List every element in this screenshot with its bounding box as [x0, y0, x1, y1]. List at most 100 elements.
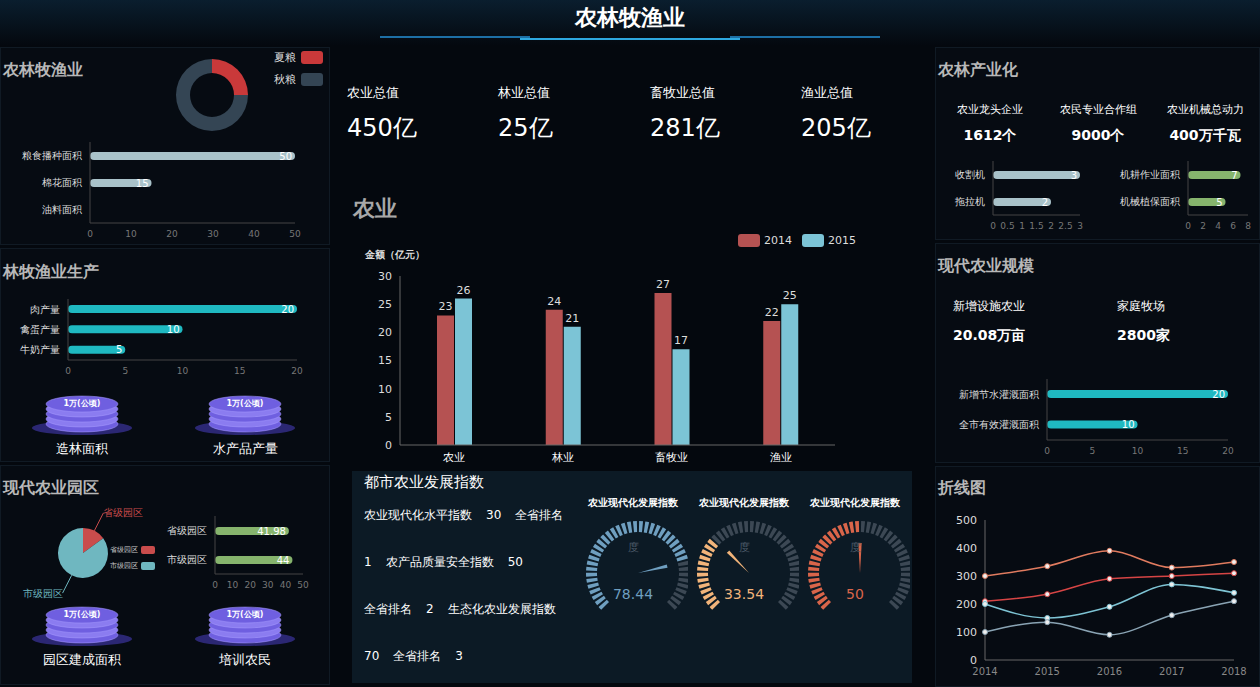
svg-text:10: 10 — [227, 580, 239, 590]
svg-text:省级园区: 省级园区 — [167, 525, 207, 536]
svg-text:41.98: 41.98 — [257, 526, 286, 537]
svg-text:30: 30 — [207, 229, 219, 239]
html-text:25亿: 25亿 — [498, 114, 553, 142]
svg-text:2: 2 — [1048, 221, 1054, 231]
svg-text:2.5: 2.5 — [1058, 221, 1072, 231]
svg-text:5: 5 — [1089, 446, 1095, 456]
svg-text:0: 0 — [65, 366, 71, 376]
svg-text:50: 50 — [289, 229, 301, 239]
svg-text:8: 8 — [1245, 221, 1251, 231]
svg-text:50: 50 — [279, 151, 292, 162]
svg-text:粮食播种面积: 粮食播种面积 — [22, 150, 82, 161]
svg-text:21: 21 — [565, 312, 579, 325]
svg-text:0: 0 — [212, 580, 218, 590]
svg-text:0: 0 — [385, 439, 392, 452]
svg-text:40: 40 — [280, 580, 292, 590]
svg-text:油料面积: 油料面积 — [42, 204, 82, 215]
svg-text:2015: 2015 — [1035, 666, 1060, 677]
svg-text:500: 500 — [956, 514, 977, 527]
svg-text:15: 15 — [378, 354, 392, 367]
svg-text:10: 10 — [167, 324, 180, 335]
svg-text:收割机: 收割机 — [955, 169, 985, 180]
html-text:281亿: 281亿 — [650, 114, 720, 142]
svg-text:0: 0 — [1044, 446, 1050, 456]
svg-text:5: 5 — [116, 344, 122, 355]
svg-text:2014: 2014 — [972, 666, 997, 677]
svg-text:6: 6 — [1230, 221, 1236, 231]
svg-text:2: 2 — [1042, 197, 1048, 208]
svg-text:1万(公顷): 1万(公顷) — [64, 610, 101, 619]
svg-text:市级园区: 市级园区 — [167, 554, 207, 565]
svg-text:渔业: 渔业 — [770, 451, 792, 464]
svg-text:2016: 2016 — [1097, 666, 1122, 677]
svg-text:拖拉机: 拖拉机 — [954, 196, 985, 207]
svg-text:禽蛋产量: 禽蛋产量 — [20, 324, 60, 335]
svg-text:10: 10 — [1122, 419, 1135, 430]
svg-text:新增节水灌溉面积: 新增节水灌溉面积 — [959, 389, 1039, 400]
svg-text:40: 40 — [248, 229, 260, 239]
svg-text:15: 15 — [1177, 446, 1188, 456]
svg-text:300: 300 — [956, 570, 977, 583]
svg-text:20: 20 — [281, 304, 294, 315]
svg-text:22: 22 — [765, 306, 779, 319]
svg-text:15: 15 — [136, 178, 149, 189]
svg-text:畜牧业: 畜牧业 — [655, 451, 688, 464]
svg-text:0.5: 0.5 — [1000, 221, 1014, 231]
svg-text:26: 26 — [457, 284, 471, 297]
svg-text:200: 200 — [956, 598, 977, 611]
svg-text:0: 0 — [87, 229, 93, 239]
svg-text:5: 5 — [1216, 197, 1222, 208]
svg-text:3: 3 — [1071, 170, 1077, 181]
svg-text:机械植保面积: 机械植保面积 — [1120, 196, 1180, 207]
svg-text:棉花面积: 棉花面积 — [42, 177, 82, 188]
svg-text:100: 100 — [956, 626, 977, 639]
svg-text:24: 24 — [547, 295, 561, 308]
svg-text:30: 30 — [378, 270, 392, 283]
svg-text:2: 2 — [1200, 221, 1206, 231]
svg-text:肉产量: 肉产量 — [30, 304, 60, 315]
svg-text:1万(公顷): 1万(公顷) — [227, 610, 264, 619]
svg-text:1: 1 — [1019, 221, 1025, 231]
svg-text:10: 10 — [378, 383, 392, 396]
svg-text:20: 20 — [166, 229, 178, 239]
svg-text:10: 10 — [177, 366, 189, 376]
svg-text:机耕作业面积: 机耕作业面积 — [1120, 169, 1180, 180]
svg-text:1万(公顷): 1万(公顷) — [227, 399, 264, 408]
svg-text:7: 7 — [1231, 170, 1237, 181]
svg-text:3: 3 — [1077, 221, 1083, 231]
svg-text:农业: 农业 — [443, 451, 465, 464]
svg-text:25: 25 — [783, 289, 797, 302]
svg-text:44: 44 — [277, 555, 290, 566]
svg-text:20: 20 — [291, 366, 303, 376]
svg-text:4: 4 — [1215, 221, 1221, 231]
svg-text:27: 27 — [656, 278, 670, 291]
svg-text:20: 20 — [244, 580, 256, 590]
svg-text:0: 0 — [970, 654, 977, 667]
svg-text:17: 17 — [674, 334, 688, 347]
svg-text:15: 15 — [234, 366, 245, 376]
svg-text:23: 23 — [439, 300, 453, 313]
svg-text:1万(公顷): 1万(公顷) — [64, 399, 101, 408]
svg-text:20: 20 — [1222, 446, 1234, 456]
svg-text:50: 50 — [297, 580, 309, 590]
svg-text:牛奶产量: 牛奶产量 — [20, 344, 60, 355]
svg-text:20: 20 — [1212, 389, 1225, 400]
html-text:450亿: 450亿 — [347, 114, 417, 142]
svg-text:20: 20 — [378, 326, 392, 339]
svg-text:2018: 2018 — [1221, 666, 1246, 677]
svg-text:0: 0 — [990, 221, 996, 231]
svg-text:1.5: 1.5 — [1029, 221, 1043, 231]
svg-text:市级园区: 市级园区 — [23, 588, 63, 599]
svg-text:30: 30 — [262, 580, 274, 590]
svg-text:10: 10 — [125, 229, 137, 239]
svg-text:省级园区: 省级园区 — [103, 507, 143, 518]
svg-text:0: 0 — [1185, 221, 1191, 231]
svg-text:全市有效灌溉面积: 全市有效灌溉面积 — [959, 419, 1039, 430]
svg-text:2017: 2017 — [1159, 666, 1184, 677]
svg-text:400: 400 — [956, 542, 977, 555]
svg-text:10: 10 — [1132, 446, 1144, 456]
svg-text:5: 5 — [122, 366, 128, 376]
svg-text:5: 5 — [385, 411, 392, 424]
svg-text:25: 25 — [378, 298, 392, 311]
svg-text:林业: 林业 — [551, 451, 574, 464]
